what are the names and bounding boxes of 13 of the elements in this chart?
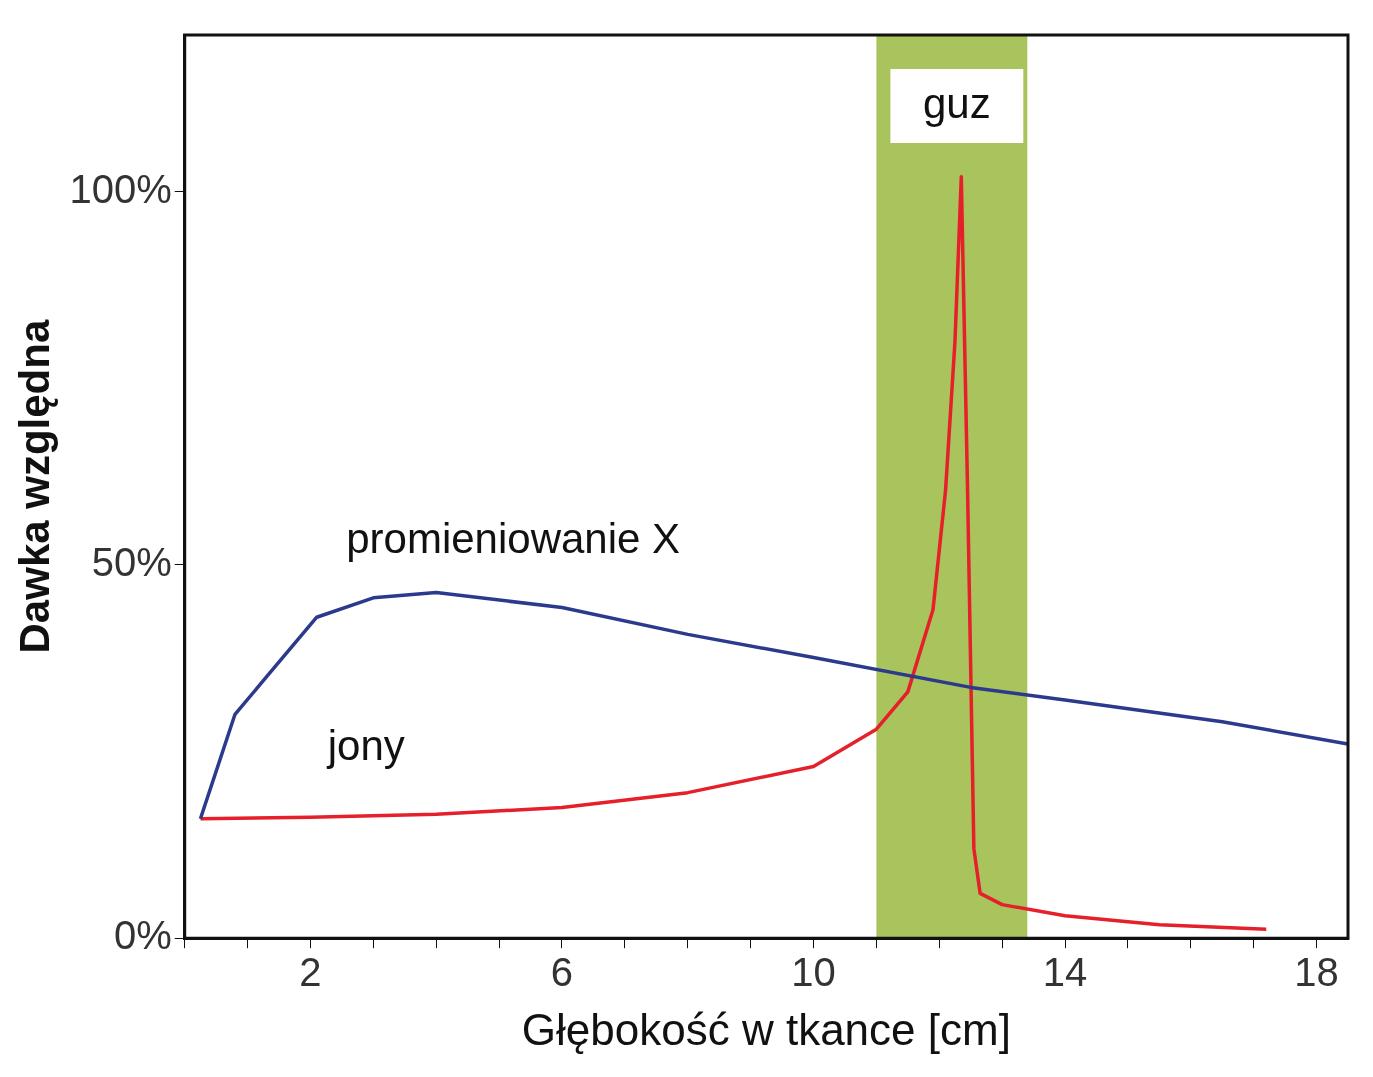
y-tick-label: 0% bbox=[113, 913, 172, 958]
x-tick-label: 14 bbox=[1042, 950, 1088, 995]
y-tick-label: 100% bbox=[69, 166, 172, 211]
x-tick-label: 6 bbox=[550, 950, 574, 995]
series-label: promieniowanie X bbox=[346, 515, 681, 563]
series-label: jony bbox=[325, 721, 405, 769]
x-tick-label: 10 bbox=[791, 950, 836, 995]
y-tick-label: 50% bbox=[91, 540, 172, 585]
y-axis-title: Dawka względna bbox=[10, 319, 58, 654]
band-label: guz bbox=[922, 79, 991, 127]
x-tick-label: 2 bbox=[299, 950, 322, 995]
x-tick-label: 18 bbox=[1294, 950, 1339, 995]
x-axis-title: Głębokość w tkance [cm] bbox=[521, 1004, 1011, 1054]
